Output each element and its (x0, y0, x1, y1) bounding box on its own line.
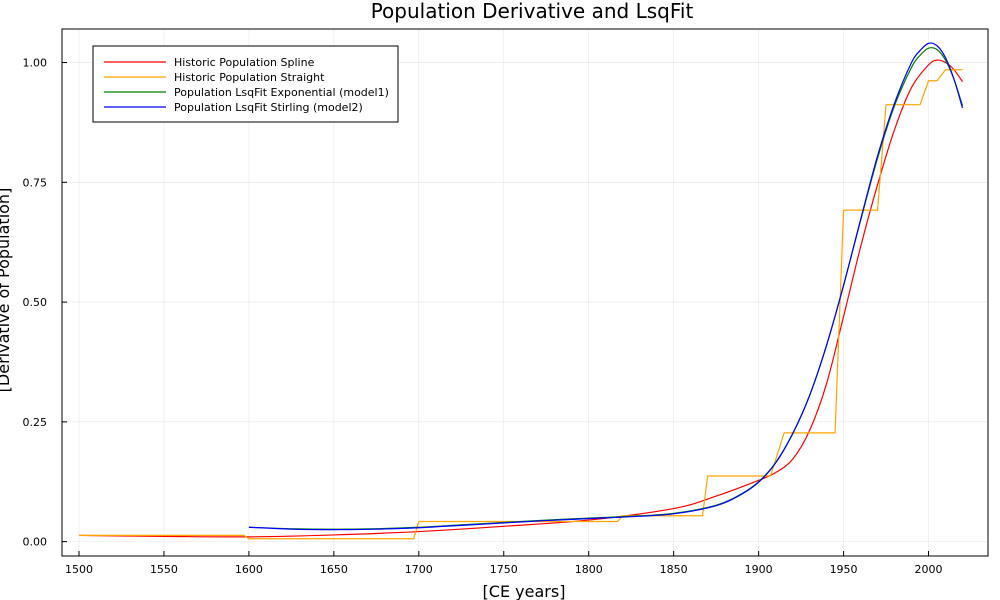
y-tick-label: 0.00 (23, 536, 48, 549)
series-layer (78, 42, 964, 540)
legend-box (92, 45, 399, 123)
grid (62, 29, 988, 556)
x-tick-label: 1850 (660, 563, 688, 576)
x-tick-label: 1600 (235, 563, 263, 576)
x-tick-label: 1750 (490, 563, 518, 576)
x-tick-label: 1650 (320, 563, 348, 576)
y-tick-label: 0.50 (23, 296, 48, 309)
y-axis: 0.00 0.25 0.50 0.75 1.00 (23, 57, 67, 549)
chart-title: Population Derivative and LsqFit (371, 0, 694, 23)
legend-entry: Population LsqFit Stirling (model2) (174, 101, 363, 114)
x-tick-label: 1900 (745, 563, 773, 576)
x-axis: 1500 1550 1600 1650 1700 1750 1800 1850 1900 1950… (65, 551, 943, 576)
x-axis-label: [CE years] (483, 582, 566, 600)
series-line-2 (78, 69, 963, 540)
x-tick-label: 1950 (830, 563, 858, 576)
legend-entry: Historic Population Straight (174, 71, 325, 84)
x-tick-label: 1800 (575, 563, 603, 576)
series-line-4 (248, 42, 964, 531)
x-tick-label: 1550 (150, 563, 178, 576)
x-tick-label: 1700 (405, 563, 433, 576)
y-tick-label: 0.25 (23, 416, 48, 429)
series-line-1 (78, 59, 964, 538)
y-axis-label: [Derivative of Population] (0, 188, 13, 393)
x-tick-label: 2000 (915, 563, 943, 576)
legend-entry: Historic Population Spline (174, 56, 315, 69)
legend: Historic Population Spline Historic Popul… (92, 45, 399, 123)
plot-frame (61, 28, 989, 557)
legend-entry: Population LsqFit Exponential (model1) (174, 86, 389, 99)
y-tick-label: 1.00 (23, 57, 48, 70)
x-tick-label: 1500 (65, 563, 93, 576)
y-tick-label: 0.75 (23, 176, 48, 189)
